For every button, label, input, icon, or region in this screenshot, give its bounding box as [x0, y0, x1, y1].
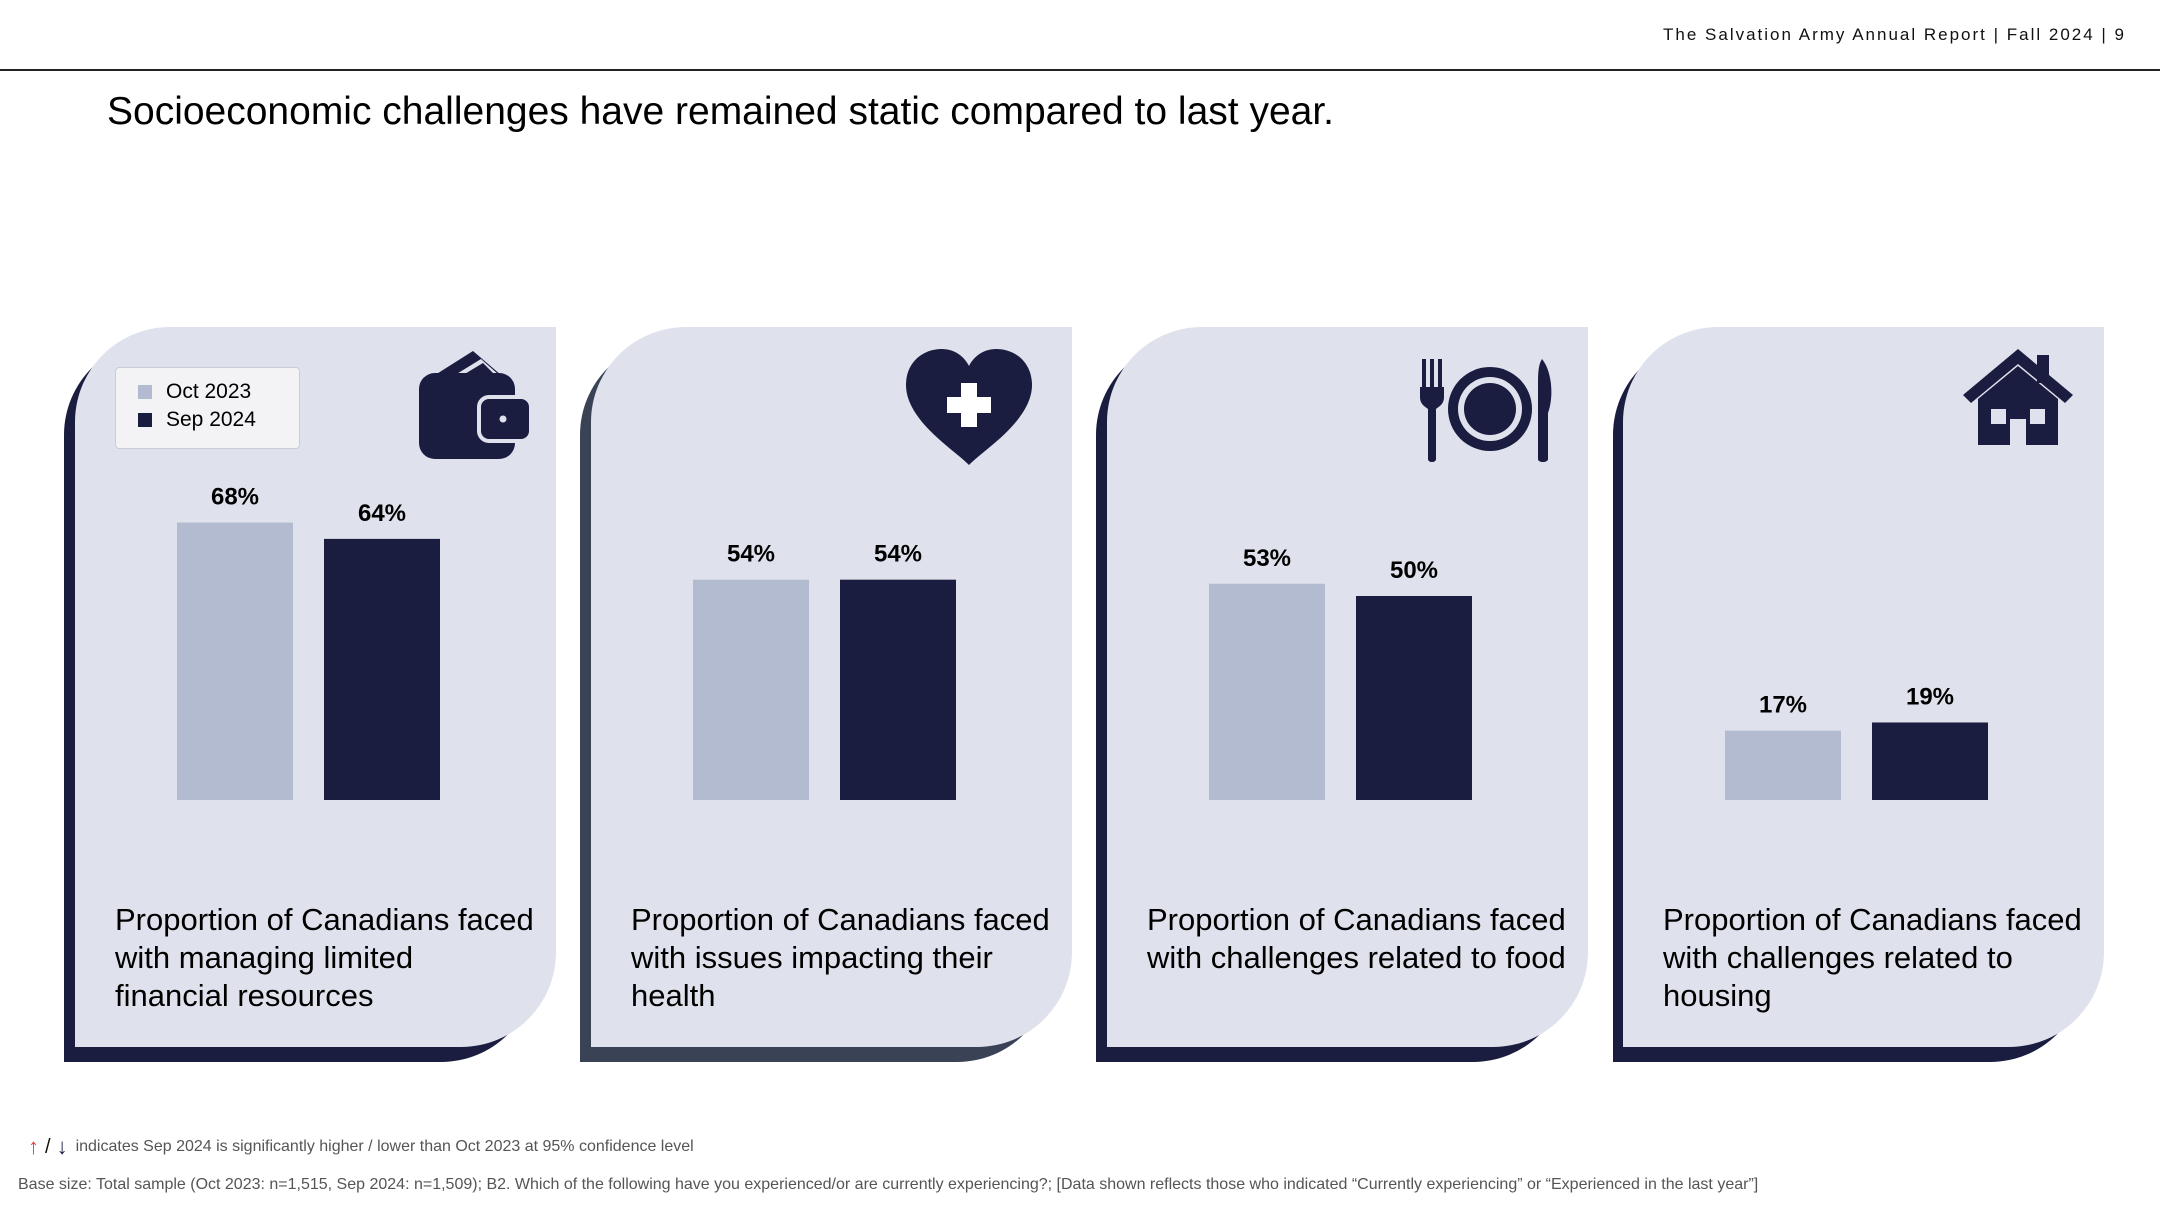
legend-swatch-sep-2024 [138, 413, 152, 427]
bar-sep-2024 [1356, 596, 1472, 800]
bar-oct-2023 [1209, 583, 1325, 800]
report-header: The Salvation Army Annual Report | Fall … [1663, 25, 2126, 44]
legend-item-oct-2023: Oct 2023 [138, 380, 251, 404]
card-caption: Proportion of Canadians faced with chall… [1663, 902, 2082, 1013]
arrow-up-icon: ↑ [28, 1134, 39, 1159]
plate-cutlery-icon [1420, 359, 1552, 462]
house-icon [1963, 349, 2073, 445]
bar-oct-2023 [177, 522, 293, 800]
data-label-sep-2024: 50% [1390, 557, 1438, 584]
legend-label-sep-2024: Sep 2024 [166, 408, 256, 431]
bar-sep-2024 [1872, 722, 1988, 800]
card-caption: Proportion of Canadians faced with issue… [631, 902, 1050, 1013]
legend-swatch-oct-2023 [138, 385, 152, 399]
data-label-oct-2023: 68% [211, 484, 259, 511]
card-financial: 68% 64% Oct 2023 Sep 2024 Proportion of C… [75, 327, 556, 1047]
data-label-sep-2024: 19% [1906, 683, 1954, 710]
bar-oct-2023 [693, 579, 809, 800]
data-label-oct-2023: 17% [1759, 692, 1807, 719]
significance-footnote: ↑ / ↓ indicates Sep 2024 is significantl… [28, 1134, 694, 1160]
bar-oct-2023 [1725, 730, 1841, 800]
card-food: 53% 50% Proportion of Canadians faced wit… [1107, 327, 1588, 1047]
arrow-down-icon: ↓ [56, 1134, 68, 1159]
data-label-sep-2024: 54% [874, 541, 922, 568]
page-title: Socioeconomic challenges have remained s… [107, 90, 1334, 133]
card-health: 54% 54% Proportion of Canadians faced wit… [591, 327, 1072, 1047]
legend-label-oct-2023: Oct 2023 [166, 380, 252, 403]
bar-chart-housing: 17% 19% [1725, 683, 1988, 800]
arrow-separator: / [45, 1135, 51, 1158]
bar-sep-2024 [324, 538, 440, 800]
data-label-oct-2023: 54% [727, 541, 775, 568]
significance-text: indicates Sep 2024 is significantly high… [75, 1138, 694, 1155]
heart-plus-icon [906, 349, 1032, 465]
card-housing: 17% 19% Proportion of Canadians faced wit… [1623, 327, 2104, 1047]
bar-chart-food: 53% 50% [1209, 545, 1472, 800]
data-label-oct-2023: 53% [1243, 545, 1291, 572]
bar-chart-health: 54% 54% [693, 541, 956, 800]
bar-chart-financial: 68% 64% [177, 484, 440, 800]
wallet-icon [419, 351, 531, 459]
legend: Oct 2023 Sep 2024 [115, 367, 300, 449]
bar-sep-2024 [840, 579, 956, 800]
card-caption: Proportion of Canadians faced with manag… [115, 902, 534, 1013]
legend-item-sep-2024: Sep 2024 [138, 408, 256, 432]
card-caption: Proportion of Canadians faced with chall… [1147, 902, 1566, 975]
header-divider [0, 69, 2160, 71]
base-size-footnote: Base size: Total sample (Oct 2023: n=1,5… [18, 1176, 1759, 1193]
data-label-sep-2024: 64% [358, 500, 406, 527]
